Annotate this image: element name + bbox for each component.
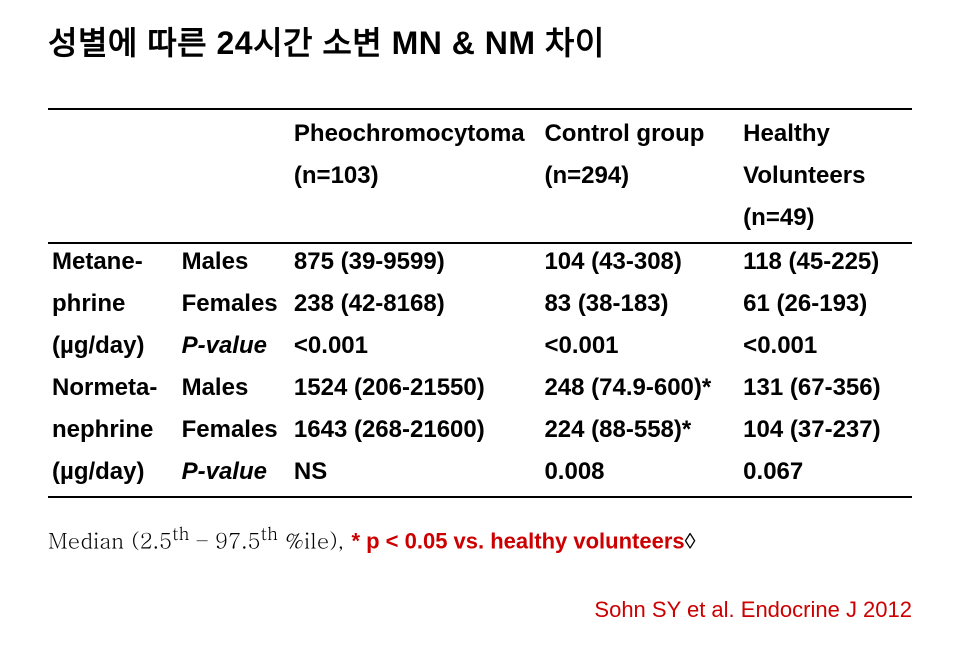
cell-analyte: (µg/day): [48, 454, 178, 497]
header-cell-healthy: Healthy: [739, 109, 912, 158]
cell-analyte: (µg/day): [48, 328, 178, 370]
footnote-ile: %ile),: [278, 524, 352, 555]
cell-value: 1643 (268-21600): [290, 412, 541, 454]
footnote: Median (2.5th – 97.5th %ile), * p < 0.05…: [48, 520, 912, 555]
citation: Sohn SY et al. Endocrine J 2012: [48, 597, 912, 623]
cell-value: 131 (67-356): [739, 370, 912, 412]
header-cell-blank: [540, 200, 739, 243]
cell-value: NS: [290, 454, 541, 497]
cell-analyte: phrine: [48, 286, 178, 328]
header-cell-n294: (n=294): [540, 158, 739, 200]
footnote-prefix: Median (2.5: [48, 524, 172, 555]
table-row: (µg/day) P-value <0.001 <0.001 <0.001: [48, 328, 912, 370]
header-cell-blank: [290, 200, 541, 243]
cell-value: <0.001: [540, 328, 739, 370]
table-row: Normeta- Males 1524 (206-21550) 248 (74.…: [48, 370, 912, 412]
cell-value: 118 (45-225): [739, 243, 912, 286]
cell-value: 248 (74.9-600)*: [540, 370, 739, 412]
table-header-row: Pheochromocytoma Control group Healthy: [48, 109, 912, 158]
cell-value: 61 (26-193): [739, 286, 912, 328]
cell-value: 83 (38-183): [540, 286, 739, 328]
table-row: phrine Females 238 (42-8168) 83 (38-183)…: [48, 286, 912, 328]
header-cell-blank: [178, 158, 290, 200]
header-cell-pheo: Pheochromocytoma: [290, 109, 541, 158]
data-table: Pheochromocytoma Control group Healthy (…: [48, 108, 912, 498]
table-header-row: (n=49): [48, 200, 912, 243]
header-cell-blank: [178, 200, 290, 243]
cell-group: Females: [178, 412, 290, 454]
cell-analyte: nephrine: [48, 412, 178, 454]
cell-pvalue-label: P-value: [178, 328, 290, 370]
header-cell-blank: [48, 200, 178, 243]
cell-group: Females: [178, 286, 290, 328]
cell-value: <0.001: [290, 328, 541, 370]
page-title: 성별에 따른 24시간 소변 MN & NM 차이: [48, 18, 912, 64]
cell-value: 875 (39-9599): [290, 243, 541, 286]
footnote-th: th: [172, 520, 189, 546]
header-cell-blank: [48, 109, 178, 158]
table-header-row: (n=103) (n=294) Volunteers: [48, 158, 912, 200]
header-cell-n103: (n=103): [290, 158, 541, 200]
cell-pvalue-label: P-value: [178, 454, 290, 497]
cell-value: 0.067: [739, 454, 912, 497]
footnote-th: th: [261, 520, 278, 546]
cell-value: <0.001: [739, 328, 912, 370]
table-row: Metane- Males 875 (39-9599) 104 (43-308)…: [48, 243, 912, 286]
cell-analyte: Normeta-: [48, 370, 178, 412]
table-row: (µg/day) P-value NS 0.008 0.067: [48, 454, 912, 497]
cell-analyte: Metane-: [48, 243, 178, 286]
cell-value: 0.008: [540, 454, 739, 497]
header-cell-n49: (n=49): [739, 200, 912, 243]
footnote-significance: * p < 0.05 vs. healthy volunteers: [351, 528, 684, 553]
cell-value: 224 (88-558)*: [540, 412, 739, 454]
cell-value: 1524 (206-21550): [290, 370, 541, 412]
header-cell-blank: [178, 109, 290, 158]
header-cell-volunteers: Volunteers: [739, 158, 912, 200]
cell-value: 104 (43-308): [540, 243, 739, 286]
header-cell-blank: [48, 158, 178, 200]
cell-group: Males: [178, 243, 290, 286]
footnote-mid: – 97.5: [189, 524, 260, 555]
cell-group: Males: [178, 370, 290, 412]
cell-value: 104 (37-237): [739, 412, 912, 454]
cell-value: 238 (42-8168): [290, 286, 541, 328]
table-row: nephrine Females 1643 (268-21600) 224 (8…: [48, 412, 912, 454]
slide-page: 성별에 따른 24시간 소변 MN & NM 차이 Pheochromocyto…: [0, 0, 960, 623]
header-cell-control: Control group: [540, 109, 739, 158]
footnote-symbol: ◊: [685, 528, 696, 553]
